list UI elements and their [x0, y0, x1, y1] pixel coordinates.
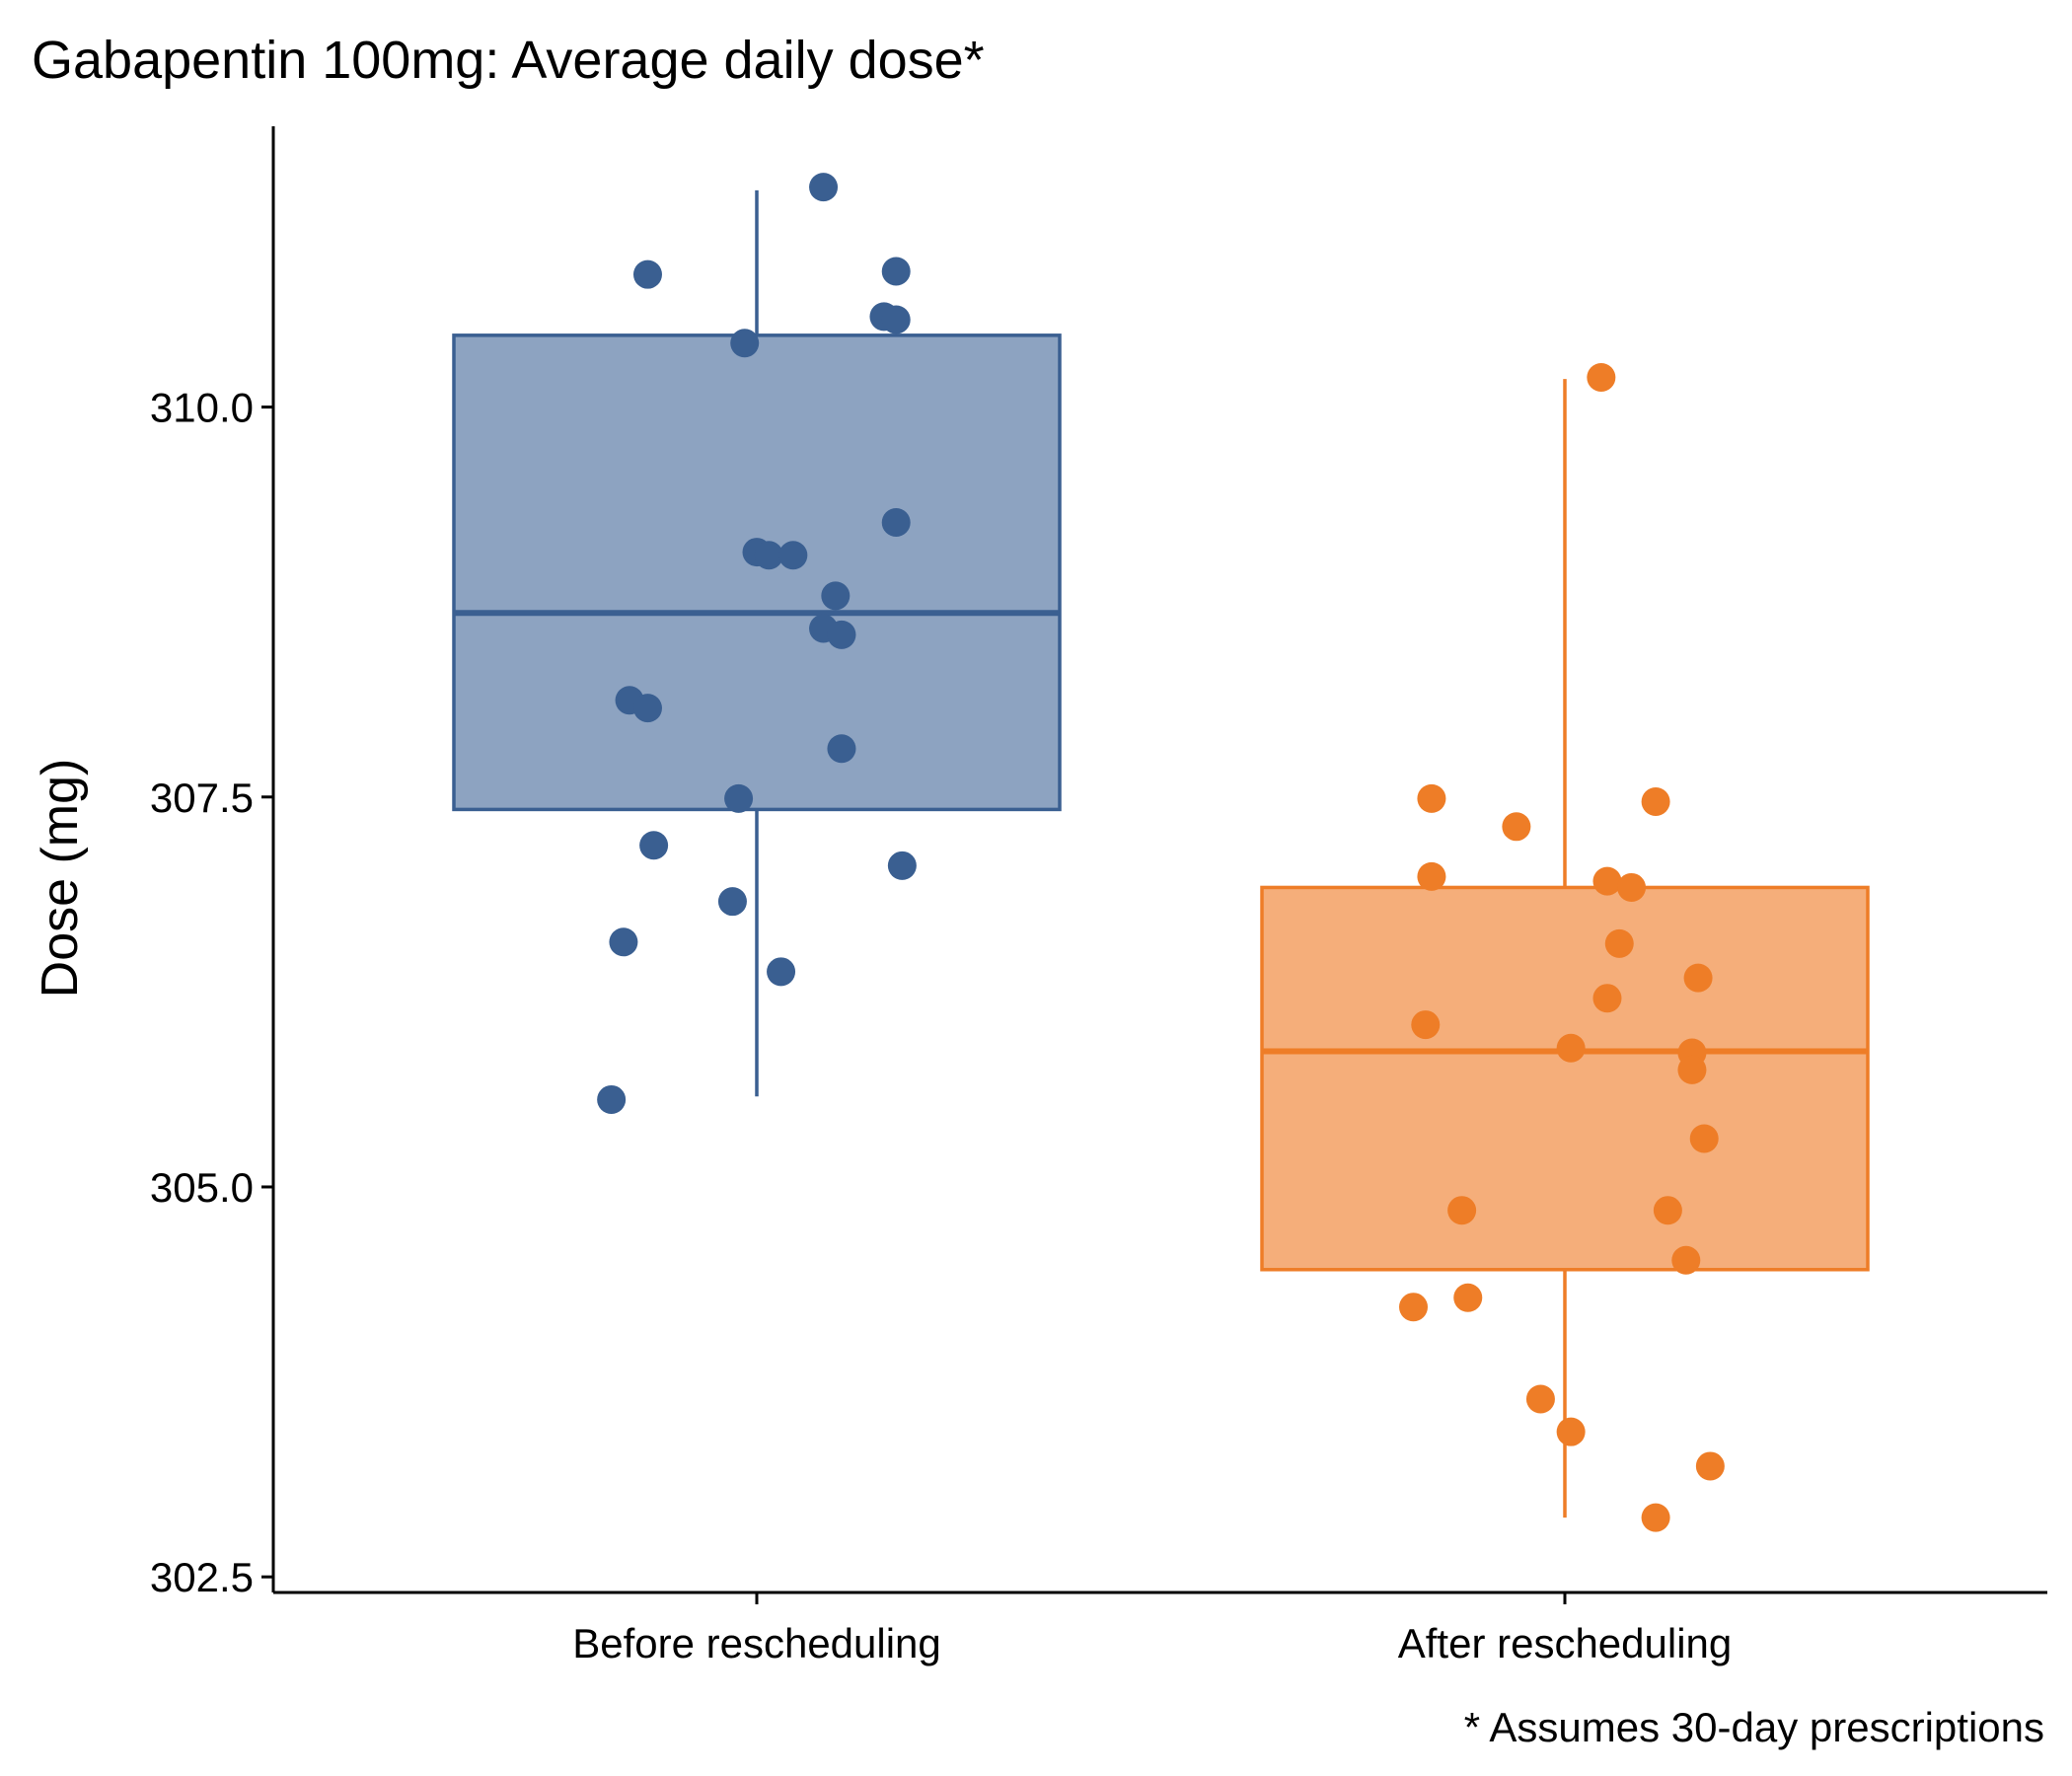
data-point — [632, 259, 662, 289]
box-iqr — [452, 333, 1062, 812]
data-point — [767, 957, 796, 987]
data-point — [1671, 1245, 1701, 1275]
data-point — [609, 927, 638, 957]
data-point — [881, 257, 911, 286]
x-tick-label: After rescheduling — [1398, 1620, 1733, 1666]
data-point — [1641, 787, 1670, 817]
data-point — [1683, 963, 1713, 993]
data-point — [1592, 984, 1622, 1013]
data-point — [754, 541, 783, 570]
data-point — [1556, 1033, 1586, 1063]
data-point — [1689, 1124, 1719, 1153]
data-point — [639, 831, 669, 860]
data-point — [597, 1084, 627, 1114]
y-axis-label: Dose (mg) — [32, 759, 89, 999]
data-point — [827, 734, 856, 764]
y-tick-label: 307.5 — [150, 775, 254, 821]
data-point — [881, 305, 911, 334]
plot-area — [452, 173, 1870, 1532]
data-point — [1653, 1196, 1682, 1225]
data-point — [730, 329, 760, 358]
data-point — [1695, 1451, 1725, 1481]
y-tick-label: 305.0 — [150, 1164, 254, 1211]
y-tick-label: 302.5 — [150, 1554, 254, 1600]
data-point — [1453, 1283, 1483, 1312]
data-point — [1447, 1196, 1477, 1225]
data-point — [1417, 783, 1446, 813]
data-point — [1399, 1293, 1428, 1322]
data-point — [778, 541, 808, 570]
data-point — [1525, 1384, 1555, 1414]
data-point — [821, 581, 851, 611]
data-point — [1587, 363, 1616, 393]
data-point — [809, 173, 839, 202]
y-axis: 302.5 305.0 307.5 310.0 — [150, 126, 275, 1600]
x-tick-label: Before rescheduling — [572, 1620, 941, 1666]
x-axis: Before rescheduling After rescheduling — [273, 1591, 2047, 1666]
data-point — [827, 620, 856, 649]
data-point — [1617, 872, 1647, 902]
data-point — [724, 783, 754, 813]
box-iqr — [1260, 885, 1870, 1272]
data-point — [1417, 861, 1446, 891]
data-point — [887, 851, 917, 880]
data-point — [1502, 812, 1531, 842]
data-point — [1592, 866, 1622, 896]
y-tick-label: 310.0 — [150, 385, 254, 431]
data-point — [881, 508, 911, 538]
data-point — [717, 887, 747, 917]
data-point — [632, 694, 662, 723]
chart-title: Gabapentin 100mg: Average daily dose* — [32, 31, 985, 90]
data-point — [1411, 1010, 1441, 1040]
data-point — [1604, 928, 1634, 958]
chart-caption: * Assumes 30-day prescriptions — [1464, 1704, 2044, 1750]
data-point — [1641, 1503, 1670, 1532]
data-point — [1677, 1055, 1707, 1084]
data-point — [1556, 1417, 1586, 1446]
